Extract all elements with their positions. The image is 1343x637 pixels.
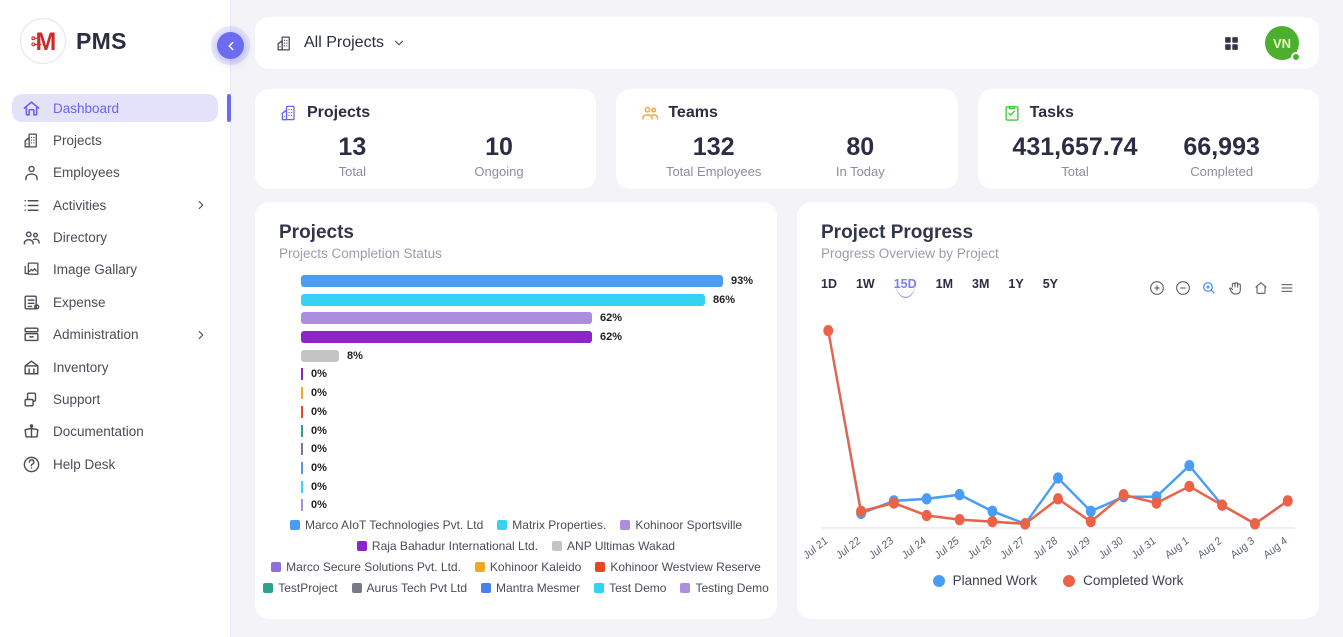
svg-text:Jul 31: Jul 31 [1130, 534, 1158, 562]
svg-text:Jul 25: Jul 25 [933, 534, 961, 562]
svg-text:Aug 3: Aug 3 [1229, 534, 1257, 561]
svg-text:Aug 4: Aug 4 [1262, 534, 1290, 561]
svg-text:Jul 29: Jul 29 [1064, 534, 1092, 562]
svg-text:Aug 2: Aug 2 [1196, 534, 1224, 561]
svg-text:Jul 27: Jul 27 [999, 534, 1027, 562]
svg-text:Jul 24: Jul 24 [900, 534, 928, 562]
svg-text:Jul 22: Jul 22 [834, 534, 862, 562]
svg-text:Jul 30: Jul 30 [1097, 534, 1125, 562]
svg-text:M: M [36, 28, 57, 56]
svg-text:Jul 26: Jul 26 [966, 534, 994, 562]
svg-text:Jul 23: Jul 23 [867, 534, 895, 562]
svg-text:Aug 1: Aug 1 [1163, 534, 1191, 561]
svg-text:Jul 21: Jul 21 [802, 534, 830, 562]
svg-text:Jul 28: Jul 28 [1031, 534, 1059, 562]
